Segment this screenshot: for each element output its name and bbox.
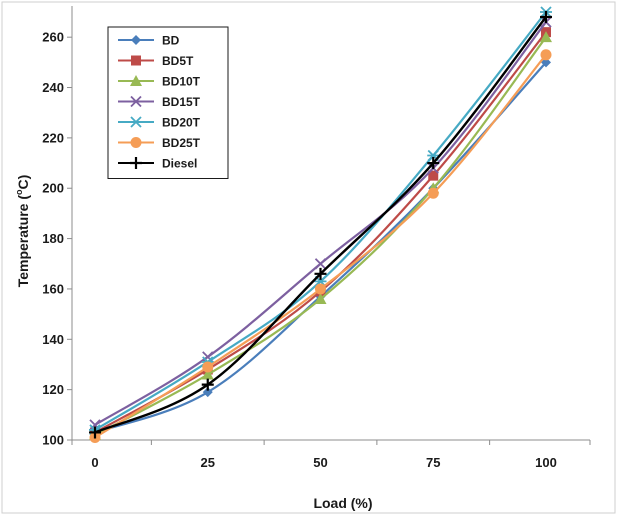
- series-diesel: [89, 11, 552, 439]
- legend-label-bd20t: BD20T: [162, 116, 201, 130]
- legend-item-diesel: Diesel: [118, 157, 197, 171]
- y-axis-title: Temperature (oC): [14, 175, 31, 288]
- legend-box: [107, 26, 229, 179]
- data-point-bd5t: [428, 170, 439, 181]
- legend-marker-bd20t: [130, 116, 142, 128]
- legend-item-bd10t: BD10T: [118, 75, 201, 89]
- legend-label-bd25t: BD25T: [162, 136, 201, 150]
- series-bd25t: [89, 49, 552, 443]
- legend-item-bd20t: BD20T: [118, 116, 201, 130]
- legend: BD BD5T BD10T BD15T BD20T BD25T Diesel: [107, 26, 229, 179]
- x-tick-label: 0: [91, 455, 98, 470]
- data-point-bd10t: [540, 31, 552, 43]
- legend-item-bd5t: BD5T: [118, 54, 194, 68]
- legend-item-bd25t: BD25T: [118, 136, 201, 150]
- legend-item-bd15t: BD15T: [118, 95, 201, 109]
- data-point-bd25t: [427, 187, 439, 199]
- data-point-bd10t: [201, 368, 214, 380]
- legend-marker-diesel: [130, 157, 142, 169]
- legend-label-diesel: Diesel: [162, 157, 197, 171]
- y-tick-label: 140: [42, 332, 64, 347]
- y-axis-title-superscript: o: [14, 189, 24, 195]
- legend-marker-bd10t: [130, 75, 142, 86]
- y-tick-label: 100: [42, 433, 64, 448]
- y-tick-label: 200: [42, 181, 64, 196]
- x-tick-label: 50: [313, 455, 327, 470]
- y-tick-label: 180: [42, 231, 64, 246]
- axes: 100 120 140 160 180 200 220 240 260 0 25 50 75 100: [42, 6, 591, 470]
- data-point-diesel: [314, 267, 327, 280]
- legend-label-bd10t: BD10T: [162, 75, 201, 89]
- data-point-bd10t: [314, 293, 327, 305]
- data-point-bd: [541, 57, 551, 68]
- data-point-diesel: [427, 157, 440, 170]
- legend-label-bd: BD: [162, 34, 180, 48]
- y-tick-label: 160: [42, 281, 64, 296]
- data-point-bd25t: [202, 361, 214, 373]
- data-point-bd25t: [540, 49, 552, 61]
- series-line-bd10t: [94, 36, 547, 436]
- data-point-bd25t: [315, 283, 326, 295]
- legend-item-bd: BD: [118, 34, 180, 48]
- x-tick-label: 75: [426, 455, 440, 470]
- x-tick-label: 100: [535, 455, 557, 470]
- data-point-diesel: [201, 378, 214, 391]
- legend-marker-bd5t: [131, 55, 141, 66]
- x-axis-title: Load (%): [313, 495, 372, 511]
- y-axis-title-main: Temperature (: [15, 195, 31, 288]
- legend-marker-bd25t: [130, 137, 142, 148]
- y-tick-label: 120: [42, 382, 64, 397]
- data-point-bd: [202, 387, 213, 398]
- data-point-diesel: [89, 426, 101, 439]
- legend-label-bd5t: BD5T: [162, 54, 194, 68]
- y-axis-title-end: C): [15, 175, 31, 190]
- legend-marker-bd: [131, 35, 141, 45]
- y-tick-label: 260: [42, 30, 64, 45]
- series-line-bd25t: [94, 54, 547, 439]
- data-point-diesel: [540, 11, 552, 24]
- series-line-bd20t: [94, 11, 547, 431]
- legend-label-bd15t: BD15T: [162, 95, 201, 109]
- data-point-bd15t: [314, 258, 327, 270]
- y-tick-label: 240: [42, 80, 64, 95]
- x-tick-label: 25: [201, 455, 215, 470]
- legend-marker-bd15t: [130, 95, 142, 108]
- y-tick-label: 220: [42, 130, 64, 145]
- series-group: [89, 6, 552, 443]
